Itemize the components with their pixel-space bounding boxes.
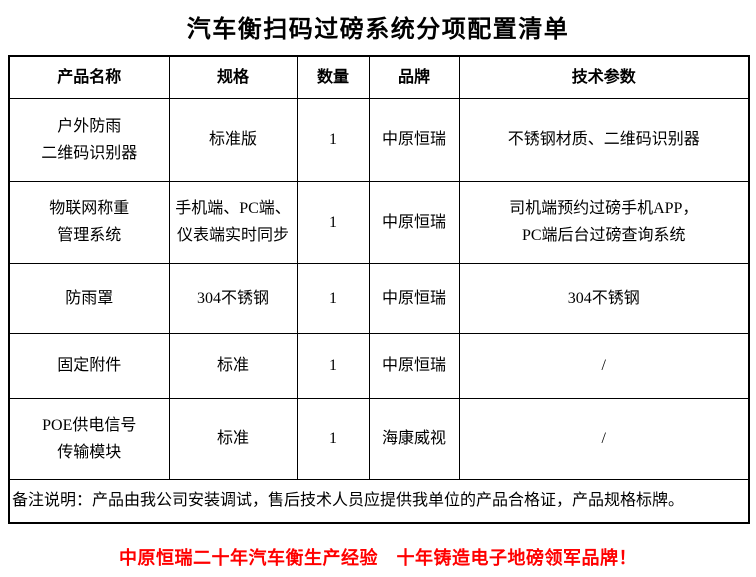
table-cell: 防雨罩 [8,262,170,334]
note-text: 备注说明：产品由我公司安装调试，售后技术人员应提供我单位的产品合格证，产品规格标… [8,478,750,524]
table-row: 物联网称重 管理系统 手机端、PC端、 仪表端实时同步 1 中原恒瑞 司机端预约过磅手机AP… [8,180,750,264]
table-cell: 户外防雨 二维码识别器 [8,97,170,182]
table-cell: 不锈钢材质、二维码识别器 [458,97,750,182]
table-row: POE供电信号 传输模块 标准 1 海康威视 / [8,397,750,480]
table-cell: 标准 [168,397,298,480]
table-body: 户外防雨 二维码识别器 标准版 1 中原恒瑞 不锈钢材质、二维码识别器 物联网称重 管理系统手… [8,97,750,480]
table-cell: 中原恒瑞 [368,332,460,399]
table-cell: 海康威视 [368,397,460,480]
table-cell: 中原恒瑞 [368,180,460,264]
table-header-row: 产品名称 规格 数量 品牌 技术参数 [8,55,750,99]
table-cell: 物联网称重 管理系统 [8,180,170,264]
table-cell: 304不锈钢 [458,262,750,334]
table-cell: 中原恒瑞 [368,262,460,334]
header-cell-spec: 规格 [168,55,298,99]
table-cell: 标准版 [168,97,298,182]
table-cell: 司机端预约过磅手机APP， PC端后台过磅查询系统 [458,180,750,264]
header-cell-product-name: 产品名称 [8,55,170,99]
table-cell: / [458,397,750,480]
table-cell: 1 [296,262,370,334]
footer-slogan: 中原恒瑞二十年汽车衡生产经验 十年铸造电子地磅领军品牌！ [119,548,637,568]
table-cell: 304不锈钢 [168,262,298,334]
table-cell: / [458,332,750,399]
table-cell: POE供电信号 传输模块 [8,397,170,480]
header-cell-quantity: 数量 [296,55,370,99]
table-cell: 固定附件 [8,332,170,399]
header-cell-tech-params: 技术参数 [458,55,750,99]
table-cell: 中原恒瑞 [368,97,460,182]
table-cell: 标准 [168,332,298,399]
page-title: 汽车衡扫码过磅系统分项配置清单 [186,17,570,43]
table-cell: 1 [296,332,370,399]
note-row: 备注说明：产品由我公司安装调试，售后技术人员应提供我单位的产品合格证，产品规格标… [8,478,750,524]
table-cell: 1 [296,397,370,480]
table-row: 固定附件 标准 1 中原恒瑞 / [8,332,750,399]
table-cell: 1 [296,97,370,182]
config-table: 产品名称 规格 数量 品牌 技术参数 户外防雨 二维码识别器 标准版 1 中原恒瑞 不锈钢… [8,55,750,524]
table-cell: 手机端、PC端、 仪表端实时同步 [168,180,298,264]
header-cell-brand: 品牌 [368,55,460,99]
table-row: 户外防雨 二维码识别器 标准版 1 中原恒瑞 不锈钢材质、二维码识别器 [8,97,750,182]
table-cell: 1 [296,180,370,264]
table-row: 防雨罩 304不锈钢 1 中原恒瑞 304不锈钢 [8,262,750,334]
